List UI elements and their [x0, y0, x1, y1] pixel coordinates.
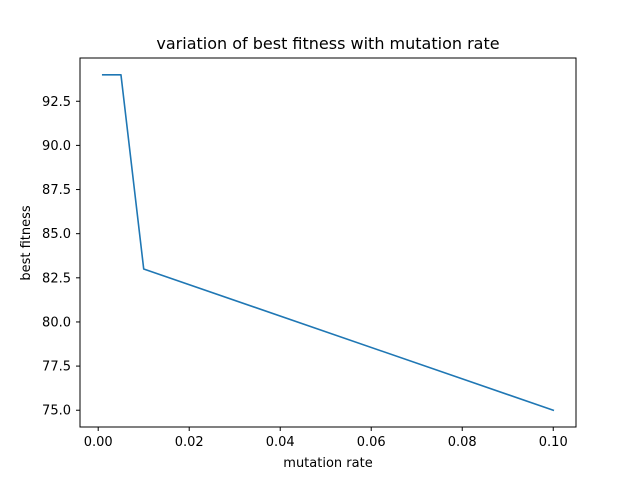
y-tick-label: 87.5: [42, 183, 71, 198]
y-tick-label: 92.5: [42, 95, 71, 110]
data-point: [102, 74, 104, 76]
x-axis-label: mutation rate: [283, 456, 372, 471]
ticks: 0.00 0.02 0.04 0.06 0.08 0.10 75.0 77.5 80.0 82.5…: [42, 95, 568, 450]
data-point: [143, 268, 145, 270]
plot-area: [101, 73, 555, 412]
y-tick-label: 82.5: [42, 271, 71, 286]
x-tick-label: 0.10: [539, 435, 568, 450]
plot-frame: [79, 57, 577, 428]
x-tick-label: 0.04: [266, 435, 295, 450]
series-line: [101, 73, 555, 412]
y-tick-label: 85.0: [42, 227, 71, 242]
x-tick-label: 0.08: [448, 435, 477, 450]
y-tick-label: 80.0: [42, 315, 71, 330]
data-point: [120, 74, 122, 76]
x-tick-label: 0.00: [84, 435, 113, 450]
chart-title: variation of best fitness with mutation …: [156, 34, 499, 53]
x-tick-label: 0.06: [357, 435, 386, 450]
x-tick-label: 0.02: [175, 435, 204, 450]
y-tick-label: 90.0: [42, 139, 71, 154]
y-tick-label: 77.5: [42, 360, 71, 375]
y-axis-label: best fitness: [19, 205, 34, 281]
y-tick-label: 75.0: [42, 404, 71, 419]
data-point: [552, 409, 554, 411]
